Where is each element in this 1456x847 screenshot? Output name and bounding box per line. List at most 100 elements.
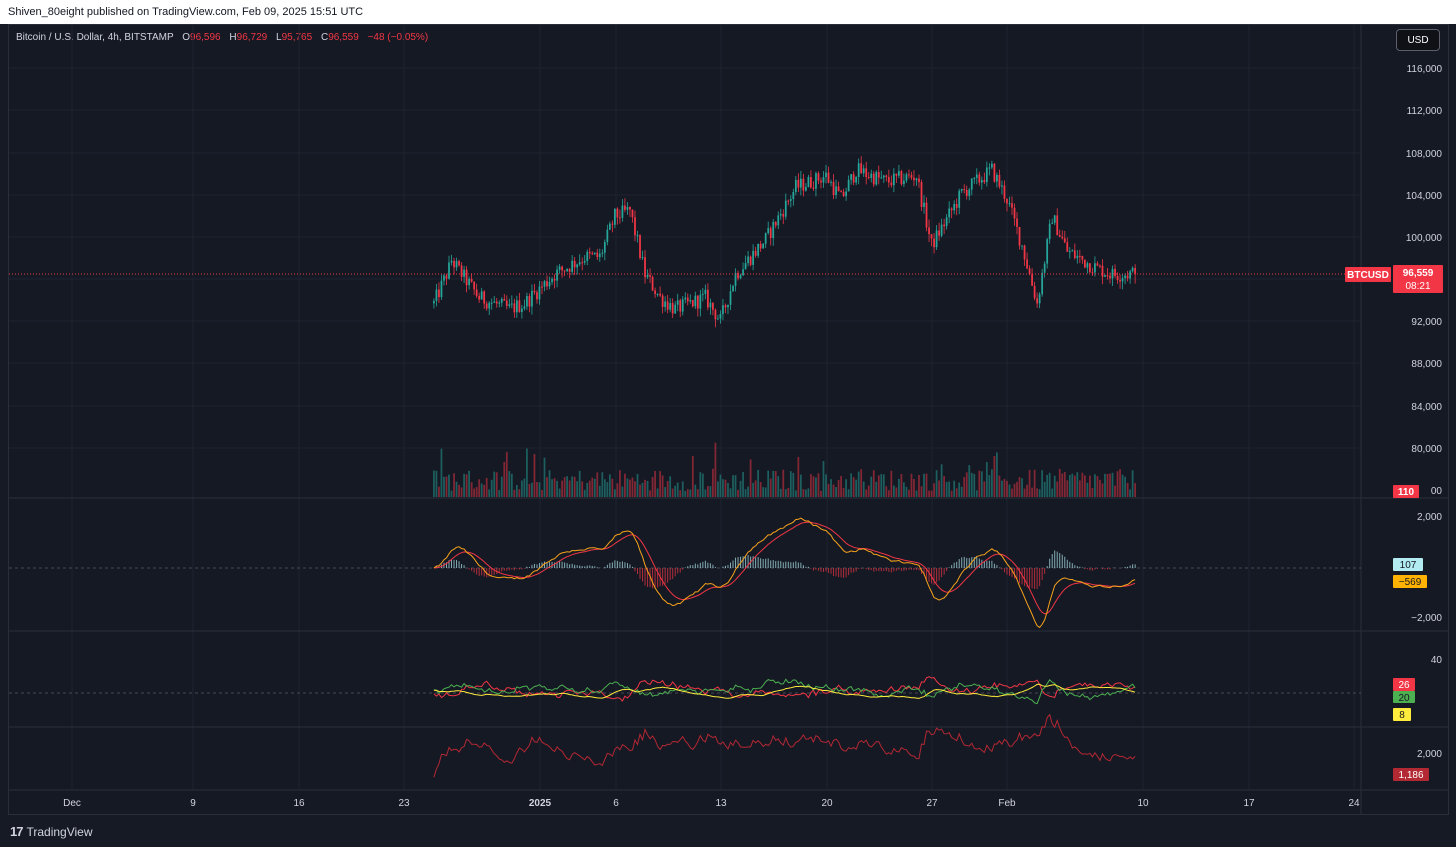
candle-body: [1119, 279, 1121, 282]
candle-body: [767, 228, 770, 234]
candle-body: [1053, 215, 1056, 223]
volume-bar: [724, 479, 727, 497]
volume-bar: [548, 470, 551, 497]
candle-body: [953, 204, 956, 211]
candle-body: [747, 256, 749, 264]
volume-bar: [543, 457, 546, 497]
publisher-bar: Shiven_80eight published on TradingView.…: [0, 0, 1456, 24]
dmi-plus-tag: 20: [1398, 693, 1410, 704]
volume-bar: [792, 472, 795, 497]
candle-body: [832, 181, 835, 196]
dmi-axis: 40 20 26 8: [1393, 655, 1442, 721]
candle-body: [825, 172, 827, 178]
volume-bar: [684, 490, 687, 497]
time-label-6: 6: [613, 798, 619, 809]
high-value: 96,729: [236, 32, 268, 43]
volume-bar: [1099, 479, 1101, 497]
volume-bar: [485, 477, 488, 497]
chart-canvas[interactable]: 116,000 112,000 108,000 104,000 100,000 …: [9, 25, 1448, 814]
candle-body: [636, 235, 639, 237]
candle-body: [646, 275, 649, 278]
candle-body: [1021, 245, 1023, 247]
volume-bar: [925, 473, 928, 497]
candle-body: [573, 260, 576, 268]
candle-body: [1063, 238, 1066, 243]
candle-body: [877, 172, 880, 178]
volume-value: 110: [1398, 487, 1415, 498]
volume-bar: [1056, 481, 1059, 497]
candle-body: [1018, 226, 1021, 246]
volume-bar: [505, 451, 508, 497]
volume-bar: [1109, 473, 1111, 497]
volume-bar: [478, 479, 481, 497]
volume-bar: [900, 474, 903, 497]
volume-bar: [614, 489, 616, 497]
candle-body: [498, 302, 501, 304]
candle-body: [845, 191, 847, 197]
candle-body: [717, 318, 719, 320]
candle-body: [810, 177, 812, 188]
volume-bar: [887, 490, 890, 497]
volume-bar: [835, 487, 837, 497]
candle-body: [606, 229, 609, 242]
volume-bar: [802, 489, 805, 497]
candle-body: [684, 297, 687, 300]
close-label: C: [320, 32, 329, 43]
volume-bar: [1096, 476, 1099, 497]
candle-body: [968, 189, 971, 197]
candle-body: [608, 223, 611, 230]
volume-bar: [624, 473, 626, 497]
candle-body: [1051, 222, 1054, 224]
volume-bar: [513, 489, 516, 497]
volume-bar: [953, 480, 956, 497]
candle-body: [1038, 294, 1041, 304]
volume-bar: [712, 468, 714, 497]
volume-bar: [817, 473, 820, 497]
adx-line: [433, 683, 1136, 699]
candle-body: [1036, 298, 1038, 304]
candle-body: [483, 291, 486, 304]
candle-body: [920, 182, 923, 207]
candle-body: [1083, 259, 1086, 268]
candle-body: [802, 178, 805, 191]
candle-body: [857, 163, 860, 177]
candle-body: [855, 176, 858, 183]
candle-body: [988, 167, 991, 169]
volume-bar: [960, 486, 963, 497]
candle-body: [450, 260, 453, 263]
chart-grid: [9, 25, 1361, 790]
chart-area[interactable]: Bitcoin / U.S. Dollar, 4h, BITSTAMP O96,…: [8, 24, 1449, 815]
volume-bar: [1071, 473, 1074, 497]
volume-bar: [696, 489, 699, 497]
candle-body: [435, 289, 438, 301]
candle-body: [706, 289, 709, 308]
candle-body: [1096, 263, 1099, 266]
candle-body: [769, 228, 772, 238]
tradingview-wordmark: TradingView: [26, 824, 93, 839]
volume-bar: [450, 490, 453, 497]
volume-bar: [460, 487, 463, 497]
price-label-116000: 116,000: [1407, 64, 1443, 75]
currency-button[interactable]: USD: [1396, 29, 1440, 51]
volume-bar: [435, 470, 438, 497]
candle-body: [1106, 275, 1109, 277]
volume-bar: [963, 477, 966, 497]
tradingview-brand[interactable]: 17 TradingView: [10, 824, 93, 839]
volume-bar: [661, 475, 664, 497]
candle-body: [654, 290, 656, 295]
macd-hist-tag: 107: [1400, 560, 1417, 571]
volume-layer: [433, 442, 1137, 497]
candle-body: [862, 168, 865, 174]
time-label-23: 23: [398, 798, 410, 809]
volume-bar: [664, 487, 667, 497]
candle-body: [664, 301, 667, 307]
dmi-layer: [433, 676, 1136, 705]
candle-body: [970, 178, 973, 190]
volume-bar: [701, 473, 704, 497]
time-label-9: 9: [190, 798, 196, 809]
candle-body: [463, 269, 465, 277]
volume-bar: [993, 455, 996, 497]
candle-body: [488, 302, 491, 309]
macd-label-high: 2,000: [1417, 512, 1442, 523]
candle-body: [1104, 275, 1106, 277]
